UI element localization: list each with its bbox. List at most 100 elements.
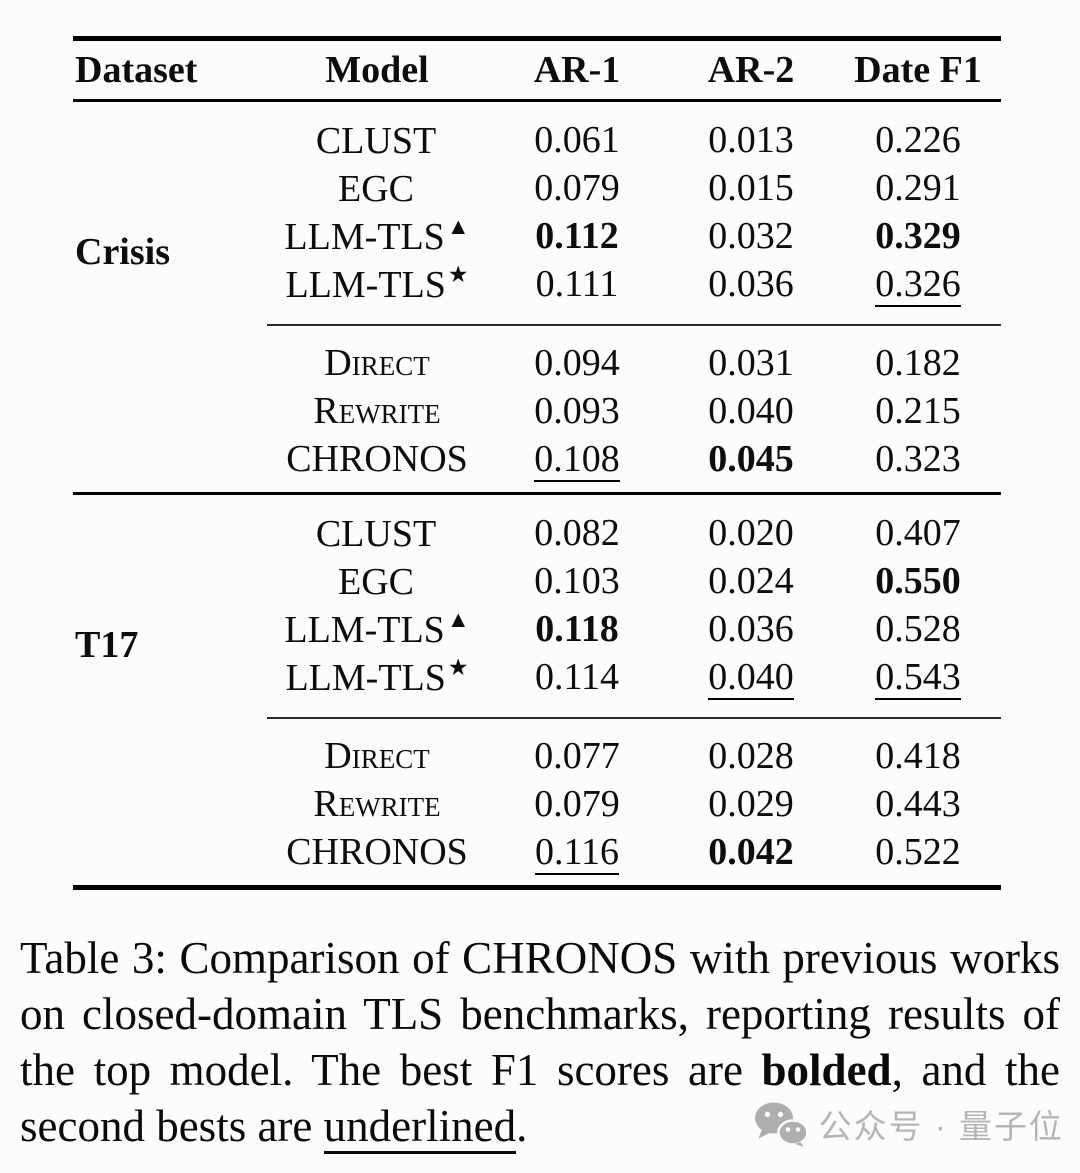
partial-rule — [267, 324, 1001, 326]
table-row: Direct 0.094 0.031 0.182 — [73, 339, 1001, 387]
triangle-superscript: ▲ — [446, 606, 470, 632]
table-row: CLUST 0.082 0.020 0.407 — [73, 509, 1001, 557]
model-cell: Direct — [324, 342, 430, 384]
ar1-cell: 0.112 — [535, 215, 619, 257]
table-row: Direct 0.077 0.028 0.418 — [73, 732, 1001, 780]
ar2-cell: 0.036 — [708, 263, 794, 305]
ar1-cell: 0.061 — [534, 119, 620, 161]
ar2-cell: 0.020 — [708, 512, 794, 554]
ar1-cell: 0.111 — [535, 263, 619, 305]
mid-rule — [73, 492, 1001, 495]
ar2-cell: 0.024 — [708, 560, 794, 602]
ar2-cell: 0.032 — [708, 215, 794, 257]
ar1-cell: 0.082 — [534, 512, 620, 554]
header-cell-model: Model — [325, 49, 429, 91]
f1-cell: 0.407 — [875, 512, 961, 554]
f1-cell: 0.323 — [875, 438, 961, 480]
table-row: Rewrite 0.079 0.029 0.443 — [73, 780, 1001, 828]
header-cell-ar2: AR-2 — [707, 49, 795, 91]
watermark: 公众号 · 量子位 — [753, 1100, 1064, 1148]
table-row: LLM-TLS★ 0.111 0.036 0.326 — [73, 260, 1001, 308]
table-row: LLM-TLS▲ 0.112 0.032 0.329 — [73, 212, 1001, 260]
ar2-cell: 0.040 — [708, 656, 794, 700]
caption-underlined-word: underlined — [323, 1101, 517, 1154]
ar2-cell: 0.013 — [708, 119, 794, 161]
top-rule — [73, 36, 1001, 41]
table-row: Rewrite 0.093 0.040 0.215 — [73, 387, 1001, 435]
star-superscript: ★ — [447, 654, 469, 680]
table-row: CLUST 0.061 0.013 0.226 — [73, 116, 1001, 164]
ar2-cell: 0.040 — [708, 390, 794, 432]
ar1-cell: 0.118 — [535, 608, 619, 650]
dataset-block-crisis: Crisis CLUST 0.061 0.013 0.226 EGC 0.079… — [73, 102, 1001, 492]
results-table: Dataset Model AR-1 AR-2 Date F1 Crisis C… — [73, 36, 1001, 890]
triangle-superscript: ▲ — [446, 213, 470, 239]
f1-cell: 0.326 — [875, 263, 961, 307]
ar2-cell: 0.036 — [708, 608, 794, 650]
watermark-text: 公众号 · 量子位 — [818, 1108, 1064, 1145]
table-row: EGC 0.103 0.024 0.550 — [73, 557, 1001, 605]
proposed-section: Direct 0.094 0.031 0.182 Rewrite 0.093 0… — [73, 326, 1001, 492]
table-row: CHRONOS 0.108 0.045 0.323 — [73, 435, 1001, 483]
model-cell: Rewrite — [313, 390, 441, 432]
f1-cell: 0.418 — [875, 735, 961, 777]
model-cell: LLM-TLS▲ — [284, 606, 470, 651]
bottom-rule — [73, 885, 1001, 890]
f1-cell: 0.528 — [875, 608, 961, 650]
ar2-cell: 0.042 — [708, 831, 794, 873]
baseline-section: CLUST 0.082 0.020 0.407 EGC 0.103 0.024 … — [73, 495, 1001, 717]
ar1-cell: 0.103 — [534, 560, 620, 602]
table-header-row: Dataset Model AR-1 AR-2 Date F1 — [73, 41, 1001, 99]
header-cell-dataset: Dataset — [75, 49, 198, 91]
model-cell: EGC — [338, 560, 414, 603]
f1-cell: 0.543 — [875, 656, 961, 700]
proposed-section: Direct 0.077 0.028 0.418 Rewrite 0.079 0… — [73, 719, 1001, 885]
ar1-cell: 0.116 — [534, 831, 620, 875]
f1-cell: 0.550 — [875, 560, 961, 602]
ar1-cell: 0.108 — [534, 438, 620, 482]
ar2-cell: 0.045 — [708, 438, 794, 480]
table-row: LLM-TLS▲ 0.118 0.036 0.528 — [73, 605, 1001, 653]
model-cell: Rewrite — [313, 783, 441, 825]
model-cell: CLUST — [315, 119, 437, 162]
ar1-cell: 0.114 — [534, 656, 620, 698]
table-row: CHRONOS 0.116 0.042 0.522 — [73, 828, 1001, 876]
model-cell: CHRONOS — [286, 438, 468, 480]
baseline-section: CLUST 0.061 0.013 0.226 EGC 0.079 0.015 … — [73, 102, 1001, 324]
star-superscript: ★ — [447, 261, 469, 287]
ar1-cell: 0.079 — [534, 783, 620, 825]
f1-cell: 0.182 — [875, 342, 961, 384]
caption-text: , and the second bests are — [20, 1045, 1060, 1151]
model-cell: CLUST — [315, 512, 437, 555]
model-cell: EGC — [338, 167, 414, 210]
ar1-cell: 0.077 — [534, 735, 620, 777]
ar1-cell: 0.079 — [534, 167, 620, 209]
header-rule — [73, 99, 1001, 102]
ar1-cell: 0.093 — [534, 390, 620, 432]
table-row: EGC 0.079 0.015 0.291 — [73, 164, 1001, 212]
dataset-block-t17: T17 CLUST 0.082 0.020 0.407 EGC 0.103 0.… — [73, 495, 1001, 885]
ar1-cell: 0.094 — [534, 342, 620, 384]
model-cell: LLM-TLS★ — [285, 654, 469, 699]
header-cell-ar1: AR-1 — [533, 49, 621, 91]
model-cell: LLM-TLS★ — [285, 261, 469, 306]
caption-text: . — [516, 1101, 528, 1151]
caption-bold-word: bolded — [761, 1045, 892, 1095]
caption-text: Table 3: Comparison of CHRONOS with prev… — [20, 933, 1060, 1095]
f1-cell: 0.329 — [875, 215, 961, 257]
model-cell: LLM-TLS▲ — [284, 213, 470, 258]
table-row: LLM-TLS★ 0.114 0.040 0.543 — [73, 653, 1001, 701]
ar2-cell: 0.031 — [708, 342, 794, 384]
ar2-cell: 0.028 — [708, 735, 794, 777]
ar2-cell: 0.015 — [708, 167, 794, 209]
f1-cell: 0.215 — [875, 390, 961, 432]
model-cell: Direct — [324, 735, 430, 777]
table-caption: Table 3: Comparison of CHRONOS with prev… — [20, 930, 1060, 1154]
model-cell: CHRONOS — [286, 831, 468, 873]
header-cell-f1: Date F1 — [854, 49, 982, 91]
f1-cell: 0.291 — [875, 167, 961, 209]
dataset-label-t17: T17 — [75, 624, 139, 667]
f1-cell: 0.226 — [875, 119, 961, 161]
f1-cell: 0.443 — [875, 783, 961, 825]
